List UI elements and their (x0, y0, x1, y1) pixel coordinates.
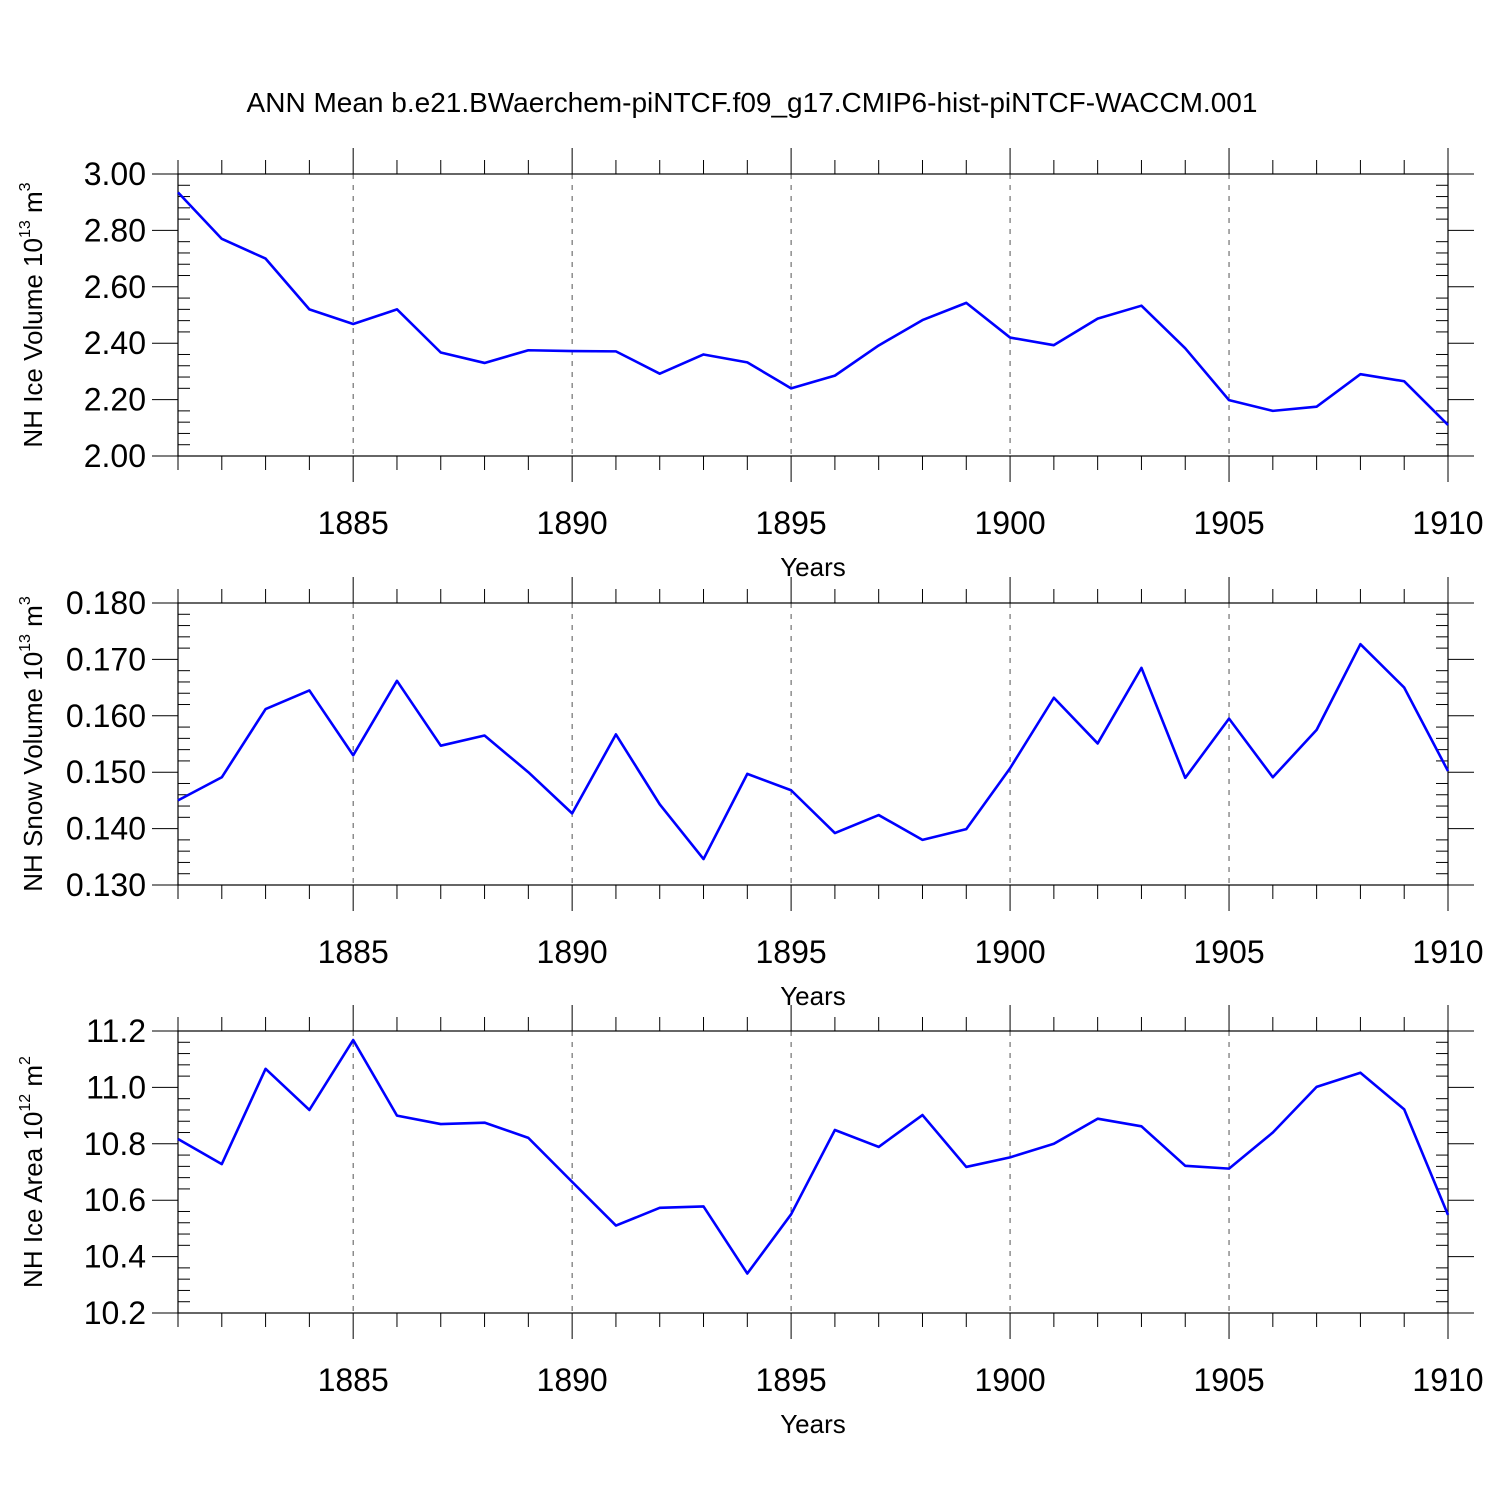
chart-title: ANN Mean b.e21.BWaerchem-piNTCF.f09_g17.… (247, 87, 1258, 118)
x-axis-label: Years (780, 552, 846, 582)
y-tick-label: 2.20 (84, 382, 146, 418)
y-tick-label: 2.80 (84, 212, 146, 248)
x-tick-label: 1885 (318, 1362, 389, 1398)
y-axis-label-text: m (18, 1065, 48, 1094)
y-tick-label: 0.140 (66, 811, 146, 847)
y-tick-label: 10.4 (84, 1239, 146, 1275)
series-line (177, 1038, 1450, 1275)
x-axis-label: Years (780, 981, 846, 1011)
panel-snow-volume: 0.130 0.140 0.150 0.160 0.170 0.180 1885 1890 18… (17, 577, 1484, 1011)
y-tick-label: 0.160 (66, 698, 146, 734)
y-tick-label: 10.2 (84, 1295, 146, 1331)
series-line (177, 642, 1450, 861)
y-axis-label-superscript: 2 (17, 1056, 34, 1065)
y-axis-label: NH Ice Area 1012 m2 (17, 1056, 48, 1288)
x-tick-label: 1905 (1193, 934, 1264, 970)
x-tick-label: 1890 (537, 1362, 608, 1398)
series-line (177, 191, 1449, 426)
y-tick-label: 2.40 (84, 325, 146, 361)
y-axis-label-superscript: 13 (17, 220, 34, 238)
y-tick-label: 11.0 (86, 1069, 146, 1105)
x-tick-label: 1900 (974, 934, 1045, 970)
x-tick-label: 1910 (1412, 505, 1483, 541)
plot-frame (177, 173, 1449, 457)
x-tick-label: 1890 (537, 934, 608, 970)
x-tick-label: 1890 (537, 505, 608, 541)
y-tick-label: 11.2 (86, 1013, 146, 1049)
y-axis-label-superscript: 3 (17, 182, 34, 191)
x-tick-label: 1895 (756, 934, 827, 970)
x-tick-label: 1900 (974, 505, 1045, 541)
x-tick-label: 1905 (1193, 505, 1264, 541)
plot-frame (177, 602, 1449, 886)
x-tick-label: 1895 (756, 1362, 827, 1398)
y-tick-label: 2.00 (84, 438, 146, 474)
y-tick-label: 0.170 (66, 641, 146, 677)
x-tick-label: 1905 (1193, 1362, 1264, 1398)
x-axis-label: Years (780, 1409, 846, 1439)
panels: 2.00 2.20 2.40 2.60 2.80 3.00 1885 1890 1895 1900… (17, 148, 1484, 1439)
y-axis-label-text: m (18, 605, 48, 634)
y-axis-label-superscript: 13 (17, 634, 34, 652)
y-tick-label: 0.130 (66, 867, 146, 903)
panel-ice-volume: 2.00 2.20 2.40 2.60 2.80 3.00 1885 1890 1895 1900… (17, 148, 1484, 582)
y-axis-label: NH Snow Volume 1013 m3 (17, 596, 48, 892)
y-axis-label-text: m (18, 191, 48, 220)
y-axis-label-superscript: 12 (17, 1094, 34, 1112)
y-axis-label-text: NH Ice Area 10 (18, 1112, 48, 1288)
y-tick-label: 0.150 (66, 754, 146, 790)
y-axis-label-text: NH Snow Volume 10 (18, 652, 48, 892)
y-axis-label: NH Ice Volume 1013 m3 (17, 182, 48, 447)
x-tick-label: 1910 (1412, 934, 1483, 970)
plot-frame (177, 1030, 1449, 1314)
x-tick-label: 1900 (974, 1362, 1045, 1398)
y-axis-label-text: NH Ice Volume 10 (18, 238, 48, 448)
y-tick-label: 2.60 (84, 269, 146, 305)
x-tick-label: 1885 (318, 505, 389, 541)
y-tick-label: 3.00 (84, 156, 146, 192)
x-tick-label: 1910 (1412, 1362, 1483, 1398)
y-tick-label: 10.8 (84, 1126, 146, 1162)
y-tick-label: 10.6 (84, 1182, 146, 1218)
x-tick-label: 1885 (318, 934, 389, 970)
y-tick-label: 0.180 (66, 585, 146, 621)
x-tick-label: 1895 (756, 505, 827, 541)
panel-ice-area: 10.2 10.4 10.6 10.8 11.0 11.2 1885 1890 1895 1900… (17, 1005, 1484, 1439)
y-axis-label-superscript: 3 (17, 596, 34, 605)
